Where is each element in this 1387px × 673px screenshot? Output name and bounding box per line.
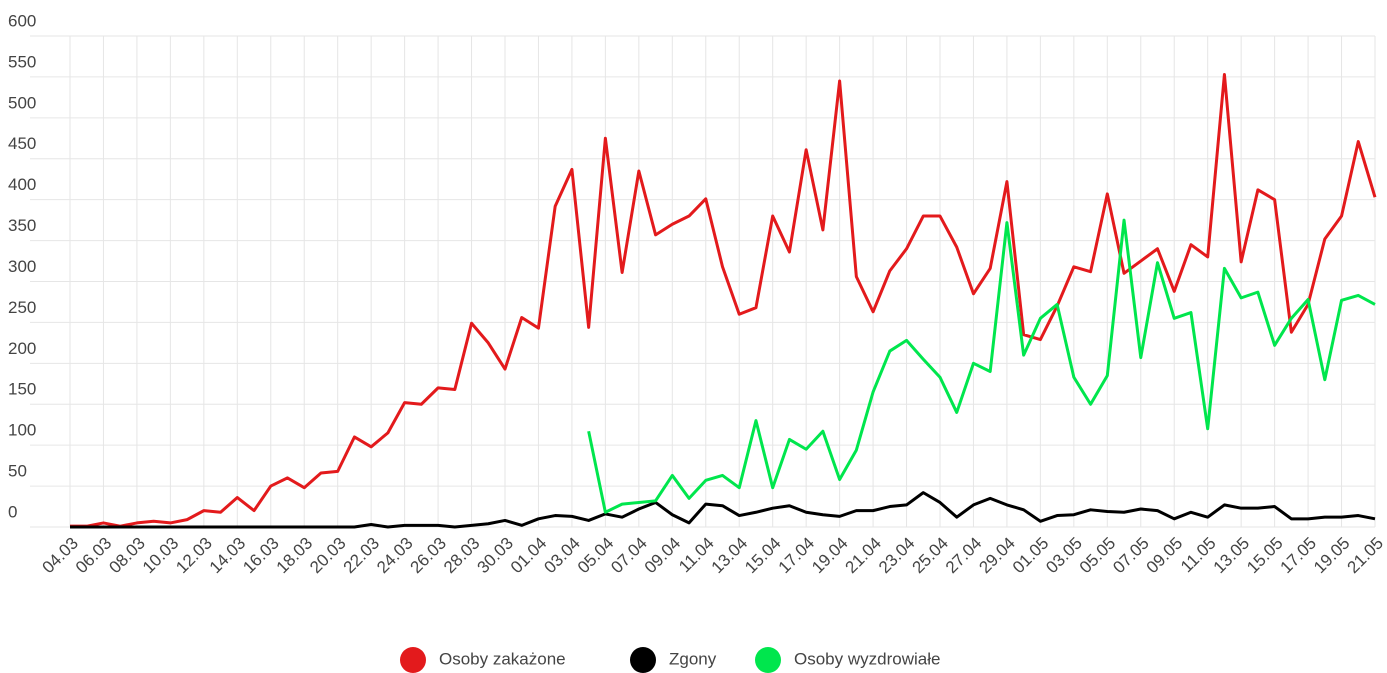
x-tick-label: 30.03 bbox=[473, 534, 517, 578]
x-tick-label: 22.03 bbox=[340, 534, 384, 578]
x-tick-label: 25.04 bbox=[908, 534, 952, 578]
legend-swatch bbox=[755, 647, 781, 673]
x-tick-label: 06.03 bbox=[72, 534, 116, 578]
series-line bbox=[587, 218, 1376, 514]
x-tick-label: 26.03 bbox=[407, 534, 451, 578]
x-tick-label: 27.04 bbox=[942, 534, 986, 578]
x-tick-label: 13.05 bbox=[1210, 534, 1254, 578]
x-tick-label: 09.05 bbox=[1143, 534, 1187, 578]
x-tick-label: 11.05 bbox=[1177, 534, 1220, 577]
y-tick-label: 0 bbox=[8, 502, 17, 521]
x-tick-label: 08.03 bbox=[105, 534, 149, 578]
x-tick-label: 24.03 bbox=[373, 534, 417, 578]
x-tick-label: 17.05 bbox=[1277, 534, 1321, 578]
x-tick-label: 07.04 bbox=[607, 534, 651, 578]
y-tick-label: 350 bbox=[8, 216, 36, 235]
x-tick-label: 21.05 bbox=[1343, 534, 1387, 578]
y-tick-label: 100 bbox=[8, 421, 36, 440]
x-tick-label: 19.04 bbox=[808, 534, 852, 578]
x-tick-label: 20.03 bbox=[306, 534, 350, 578]
legend-label: Zgony bbox=[669, 649, 717, 668]
legend-label: Osoby wyzdrowiałe bbox=[794, 649, 940, 668]
y-tick-label: 150 bbox=[8, 380, 36, 399]
x-tick-label: 19.05 bbox=[1310, 534, 1354, 578]
series-line bbox=[70, 491, 1376, 529]
x-tick-label: 03.05 bbox=[1042, 534, 1086, 578]
x-tick-label: 16.03 bbox=[239, 534, 283, 578]
x-tick-label: 03.04 bbox=[540, 534, 584, 578]
legend-swatch bbox=[630, 647, 656, 673]
legend-swatch bbox=[400, 647, 426, 673]
x-tick-label: 04.03 bbox=[38, 534, 82, 578]
x-tick-label: 01.05 bbox=[1009, 534, 1053, 578]
y-tick-label: 550 bbox=[8, 52, 36, 71]
x-tick-label: 18.03 bbox=[273, 534, 317, 578]
series-line bbox=[70, 72, 1377, 528]
x-tick-label: 11.04 bbox=[675, 534, 718, 577]
y-tick-label: 300 bbox=[8, 257, 36, 276]
x-tick-label: 15.05 bbox=[1243, 534, 1287, 578]
x-tick-label: 23.04 bbox=[875, 534, 919, 578]
x-tick-label: 01.04 bbox=[507, 534, 551, 578]
y-tick-label: 600 bbox=[8, 11, 36, 30]
y-tick-label: 500 bbox=[8, 93, 36, 112]
x-tick-label: 14.03 bbox=[206, 534, 250, 578]
x-tick-label: 28.03 bbox=[440, 534, 484, 578]
x-tick-label: 12.03 bbox=[172, 534, 216, 578]
y-tick-label: 200 bbox=[8, 339, 36, 358]
x-tick-label: 05.04 bbox=[574, 534, 618, 578]
x-tick-label: 15.04 bbox=[741, 534, 785, 578]
x-tick-label: 13.04 bbox=[708, 534, 752, 578]
x-tick-label: 17.04 bbox=[775, 534, 819, 578]
x-tick-label: 10.03 bbox=[139, 534, 183, 578]
y-tick-label: 250 bbox=[8, 298, 36, 317]
y-tick-label: 50 bbox=[8, 462, 27, 481]
legend-label: Osoby zakażone bbox=[439, 649, 566, 668]
x-tick-label: 05.05 bbox=[1076, 534, 1120, 578]
x-tick-label: 07.05 bbox=[1109, 534, 1153, 578]
y-tick-label: 400 bbox=[8, 175, 36, 194]
x-tick-label: 21.04 bbox=[842, 534, 886, 578]
x-tick-label: 29.04 bbox=[975, 534, 1019, 578]
y-tick-label: 450 bbox=[8, 134, 36, 153]
x-tick-label: 09.04 bbox=[641, 534, 685, 578]
